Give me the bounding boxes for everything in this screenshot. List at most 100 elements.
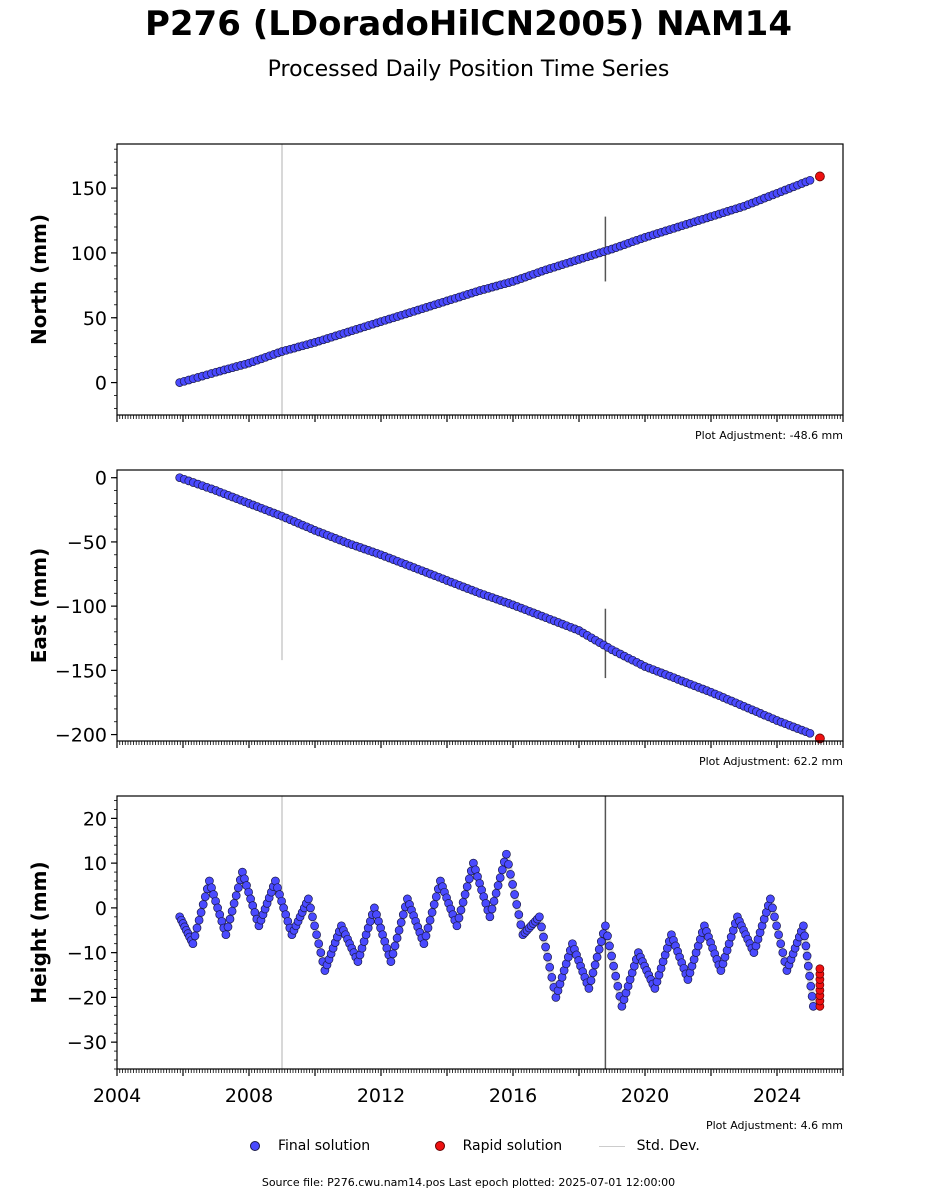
height-final-point	[541, 942, 550, 952]
height-final-point	[458, 897, 468, 907]
height-final-point	[194, 915, 204, 925]
height-final-point	[462, 882, 472, 891]
east-ytick-label: −100	[55, 596, 107, 618]
height-final-point	[192, 923, 202, 933]
height-final-point	[392, 933, 402, 943]
east-ytick-label: −50	[67, 532, 107, 554]
legend-stddev-label: Std. Dev.	[636, 1138, 700, 1154]
east-ylabel: East (mm)	[27, 548, 51, 664]
height-final-point	[456, 905, 466, 915]
height-final-point	[506, 869, 515, 879]
height-final-point	[421, 931, 431, 941]
height-final-point	[454, 913, 464, 923]
height-final-point	[594, 944, 604, 954]
height-final-point	[807, 991, 817, 1001]
height-final-point	[431, 892, 441, 902]
height-final-point	[396, 918, 406, 927]
height-final-point	[229, 899, 239, 908]
height-final-point	[537, 922, 546, 932]
height-final-point	[491, 888, 501, 898]
height-final-point	[592, 952, 602, 962]
height-ytick-label: −30	[67, 1032, 107, 1054]
height-final-point	[535, 912, 544, 922]
height-final-point	[427, 908, 437, 917]
north-ytick-label: 0	[95, 373, 107, 395]
height-final-point	[514, 910, 524, 919]
height-final-point	[310, 921, 319, 931]
height-final-point	[386, 957, 396, 966]
east-ytick-label: 0	[95, 468, 107, 490]
height-final-point	[388, 949, 398, 959]
height-final-point	[601, 921, 610, 931]
height-final-point	[419, 939, 429, 949]
height-ytick-label: 10	[83, 853, 107, 875]
height-final-point	[603, 931, 612, 941]
east-ytick-label: −150	[55, 660, 107, 682]
height-final-point	[504, 859, 513, 869]
north-ytick-label: 50	[83, 308, 107, 330]
height-ytick-label: −10	[67, 943, 107, 965]
height-final-point	[196, 908, 206, 917]
height-final-point	[611, 971, 621, 981]
height-final-point	[398, 910, 408, 919]
height-final-point	[316, 948, 326, 957]
north-rapid-point	[815, 171, 825, 182]
height-final-point	[223, 922, 233, 932]
height-final-point	[772, 921, 781, 931]
height-final-point	[493, 881, 503, 890]
legend-final-label: Final solution	[278, 1138, 371, 1154]
height-final-point	[495, 873, 505, 883]
height-final-point	[200, 892, 210, 902]
height-final-point	[233, 883, 243, 893]
legend-stddev-line	[598, 1145, 625, 1147]
height-xtick-label: 2008	[225, 1085, 273, 1107]
height-final-point	[799, 921, 808, 931]
height-final-point	[768, 903, 777, 913]
height-final-point	[464, 874, 474, 884]
height-final-point	[584, 984, 594, 993]
height-xtick-label: 2020	[621, 1085, 669, 1107]
height-final-point	[588, 968, 598, 978]
height-final-point	[547, 972, 557, 982]
height-final-point	[221, 930, 231, 940]
height-ytick-label: 20	[83, 808, 107, 830]
height-final-point	[423, 923, 433, 933]
height-final-point	[766, 894, 775, 904]
height-final-point	[770, 912, 779, 922]
height-final-point	[596, 937, 606, 946]
height-final-point	[774, 930, 783, 940]
height-final-point	[508, 880, 517, 889]
height-final-point	[806, 981, 816, 991]
height-plot-adjustment: Plot Adjustment: 4.6 mm	[705, 1119, 843, 1132]
north-plot-frame	[116, 143, 844, 416]
height-final-point	[776, 939, 786, 949]
north-plot-adjustment: Plot Adjustment: -48.6 mm	[695, 429, 843, 442]
height-final-point	[800, 931, 809, 941]
height-final-point	[543, 952, 552, 962]
legend-rapid-marker	[434, 1141, 445, 1151]
height-final-point	[805, 971, 814, 981]
height-final-point	[231, 891, 241, 900]
height-final-point	[502, 849, 511, 859]
height-final-point	[586, 976, 596, 985]
east-ytick-label: −200	[55, 725, 107, 747]
height-final-point	[227, 906, 237, 916]
height-final-point	[190, 931, 200, 941]
legend-rapid-label: Rapid solution	[462, 1138, 563, 1154]
height-rapid-point	[815, 964, 825, 974]
height-final-point	[308, 912, 317, 922]
height-final-point	[314, 939, 324, 949]
legend-final-marker	[250, 1141, 260, 1151]
height-final-point	[394, 925, 404, 935]
height-final-point	[510, 890, 519, 899]
height-final-point	[801, 941, 811, 951]
chart-subtitle: Processed Daily Position Time Series	[267, 57, 670, 82]
height-final-point	[613, 981, 623, 991]
height-final-point	[425, 915, 435, 925]
height-final-point	[487, 904, 497, 914]
height-ylabel: Height (mm)	[27, 861, 51, 1003]
height-xtick-label: 2016	[489, 1085, 537, 1107]
height-final-point	[545, 962, 555, 972]
height-final-point	[607, 951, 616, 961]
